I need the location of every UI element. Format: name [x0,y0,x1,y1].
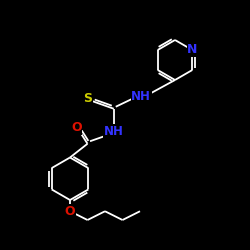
Text: S: S [83,92,92,105]
Text: NH: NH [131,90,151,103]
Text: O: O [71,121,82,134]
Text: O: O [65,205,75,218]
Text: NH: NH [104,125,124,138]
Text: N: N [187,43,198,56]
